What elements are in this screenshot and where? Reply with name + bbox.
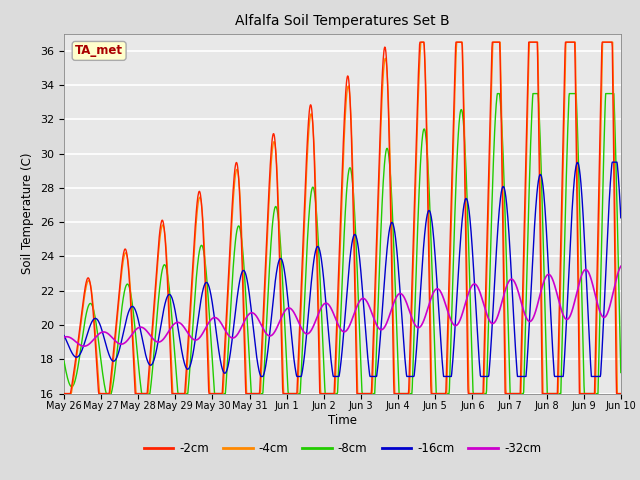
-4cm: [246, 391, 254, 396]
-16cm: [502, 194, 509, 200]
-2cm: [60, 391, 68, 396]
-8cm: [502, 252, 510, 258]
-8cm: [171, 351, 179, 357]
-32cm: [171, 321, 179, 326]
-32cm: [551, 284, 559, 289]
-16cm: [617, 215, 625, 221]
-32cm: [60, 335, 68, 340]
-32cm: [502, 286, 509, 291]
-16cm: [257, 373, 265, 379]
Y-axis label: Soil Temperature (C): Soil Temperature (C): [22, 153, 35, 275]
-4cm: [551, 391, 559, 396]
Line: -32cm: -32cm: [64, 266, 621, 346]
Line: -2cm: -2cm: [64, 42, 621, 394]
-8cm: [493, 91, 501, 96]
-4cm: [429, 391, 437, 396]
-2cm: [170, 391, 178, 396]
-32cm: [617, 264, 625, 269]
Line: -8cm: -8cm: [64, 94, 621, 394]
-8cm: [617, 370, 625, 375]
-2cm: [416, 39, 424, 45]
-4cm: [617, 391, 625, 396]
Line: -4cm: -4cm: [64, 42, 621, 394]
-16cm: [246, 298, 254, 303]
-8cm: [184, 386, 192, 392]
-16cm: [170, 304, 178, 310]
-8cm: [103, 391, 111, 396]
-8cm: [429, 301, 437, 307]
-16cm: [184, 366, 191, 372]
-2cm: [502, 391, 509, 396]
-4cm: [184, 356, 191, 361]
-4cm: [170, 391, 178, 396]
-4cm: [60, 391, 68, 396]
-16cm: [551, 373, 559, 379]
-32cm: [80, 343, 88, 349]
-2cm: [184, 343, 191, 348]
-16cm: [429, 229, 437, 235]
-8cm: [552, 391, 559, 396]
Text: TA_met: TA_met: [75, 44, 123, 58]
-32cm: [184, 331, 192, 336]
-2cm: [429, 391, 437, 396]
Legend: -2cm, -4cm, -8cm, -16cm, -32cm: -2cm, -4cm, -8cm, -16cm, -32cm: [139, 437, 546, 460]
-32cm: [429, 290, 437, 296]
Line: -16cm: -16cm: [64, 162, 621, 376]
-2cm: [551, 391, 559, 396]
-2cm: [246, 391, 254, 396]
-16cm: [60, 333, 68, 338]
Title: Alfalfa Soil Temperatures Set B: Alfalfa Soil Temperatures Set B: [235, 14, 450, 28]
-2cm: [617, 391, 625, 396]
-32cm: [246, 310, 254, 316]
-16cm: [609, 159, 616, 165]
-8cm: [60, 358, 68, 364]
-4cm: [417, 39, 425, 45]
-4cm: [502, 386, 509, 392]
-8cm: [246, 378, 254, 384]
X-axis label: Time: Time: [328, 414, 357, 427]
